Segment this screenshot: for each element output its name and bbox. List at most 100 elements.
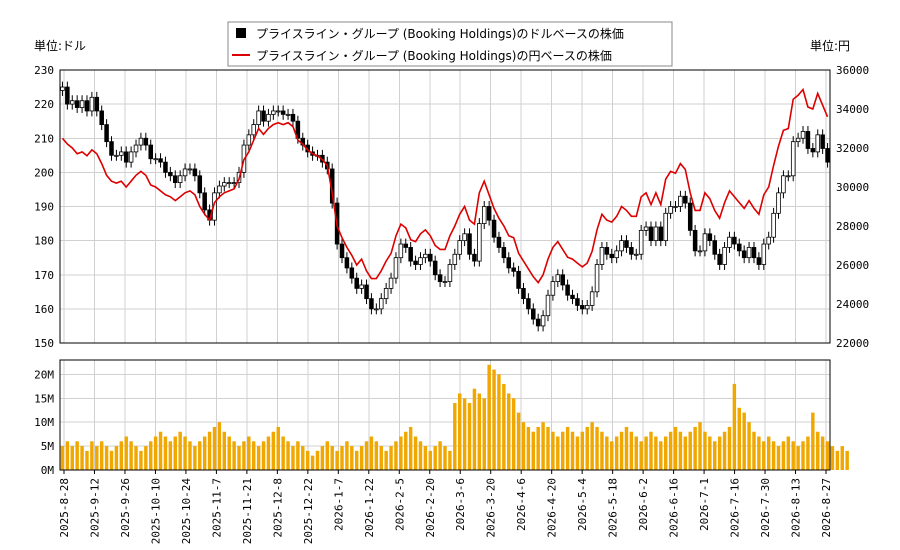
volume-bar [791, 441, 795, 470]
volume-bar [585, 426, 589, 470]
volume-bar [80, 446, 84, 470]
candle-body [624, 240, 629, 248]
volume-bar [266, 436, 271, 470]
candle-body [374, 308, 379, 311]
volume-bar [565, 426, 570, 470]
candle-body [535, 318, 541, 327]
candle-body [717, 253, 722, 265]
left-tick-label: 230 [34, 64, 54, 77]
candle-body [133, 144, 139, 153]
candle-body [550, 281, 556, 296]
candle-body [629, 247, 634, 255]
candle-body [614, 250, 619, 259]
volume-bar [369, 436, 374, 470]
volume-bar [551, 431, 555, 470]
volume-bar [134, 446, 138, 470]
volume-bar [526, 426, 531, 470]
candle-body [172, 175, 178, 184]
candle-body [378, 298, 384, 310]
volume-bar [801, 441, 805, 470]
candle-body [69, 100, 75, 105]
volume-bar [315, 450, 320, 470]
volume-bar [825, 441, 830, 470]
left-tick-label: 180 [34, 235, 54, 248]
candle-body [349, 267, 355, 279]
candle-body [526, 298, 531, 310]
candle-body [751, 247, 757, 259]
x-tick-label: 2026-1-22 [363, 478, 376, 538]
volume-bar [99, 441, 104, 470]
candle-body [580, 305, 585, 310]
volume-bar [639, 441, 643, 470]
x-tick-label: 2025-11-7 [210, 478, 223, 538]
volume-bar [281, 436, 285, 470]
volume-bar [227, 436, 231, 470]
volume-bar [359, 446, 364, 470]
volume-bar [65, 441, 70, 470]
candle-body [285, 113, 291, 116]
candle-body [692, 229, 698, 252]
x-tick-label: 2025-12-8 [271, 478, 284, 538]
volume-bar [673, 426, 678, 470]
candle-body [452, 253, 458, 265]
candle-body [99, 110, 104, 125]
x-tick-label: 2026-3-6 [454, 478, 467, 531]
candle-body [732, 236, 737, 245]
volume-bar [722, 431, 727, 470]
volume-bar [261, 441, 266, 470]
candle-body [256, 110, 261, 125]
volume-bar [590, 422, 594, 470]
volume-bar [242, 441, 246, 470]
volume-bar [820, 436, 825, 470]
candle-body [89, 96, 95, 112]
candle-body [800, 131, 806, 139]
volume-bar [198, 441, 202, 470]
volume-bar [830, 446, 835, 470]
candle-body [790, 141, 796, 177]
volume-bar [536, 426, 540, 470]
volume-bar [408, 426, 413, 470]
volume-bar [742, 412, 746, 470]
candle-body [501, 247, 507, 259]
volume-bar [835, 450, 840, 470]
candle-body [383, 287, 389, 300]
volume-tick-label: 15M [34, 392, 54, 405]
candle-body [168, 171, 173, 177]
volume-bar [502, 383, 506, 470]
volume-bar [511, 398, 516, 470]
x-tick-label: 2026-4-20 [546, 478, 559, 538]
right-tick-label: 28000 [836, 220, 869, 233]
candle-body [638, 229, 644, 255]
candle-body [79, 100, 85, 108]
volume-bar [232, 441, 236, 470]
left-tick-label: 170 [34, 269, 54, 282]
candle-body [741, 250, 747, 259]
candle-body [359, 284, 364, 289]
candle-body [589, 291, 595, 306]
volume-bar [310, 455, 315, 470]
volume-bar [845, 450, 849, 470]
x-tick-label: 2026-5-4 [576, 478, 589, 531]
legend-usd-swatch [236, 28, 246, 38]
volume-bar [605, 436, 609, 470]
candle-body [810, 148, 816, 153]
candle-body [60, 86, 65, 91]
volume-bar [840, 446, 844, 470]
x-tick-label: 2026-2-20 [424, 478, 437, 538]
volume-bar [575, 436, 580, 470]
left-unit-label: 単位:ドル [34, 38, 86, 53]
right-unit-label: 単位:円 [810, 38, 850, 53]
candle-body [369, 298, 374, 310]
candle-body [643, 226, 649, 231]
candle-body [158, 158, 163, 163]
volume-bar [202, 436, 207, 470]
volume-bar [708, 436, 712, 470]
volume-bar [580, 431, 585, 470]
volume-tick-label: 0M [41, 464, 55, 477]
legend-jpy-label: プライスライン・グループ (Booking Holdings)の円ベースの株価 [256, 48, 612, 63]
candle-body [776, 192, 781, 214]
candle-body [560, 274, 565, 286]
candle-body [594, 264, 600, 293]
volume-bar [144, 446, 148, 470]
volume-bar [472, 388, 477, 470]
